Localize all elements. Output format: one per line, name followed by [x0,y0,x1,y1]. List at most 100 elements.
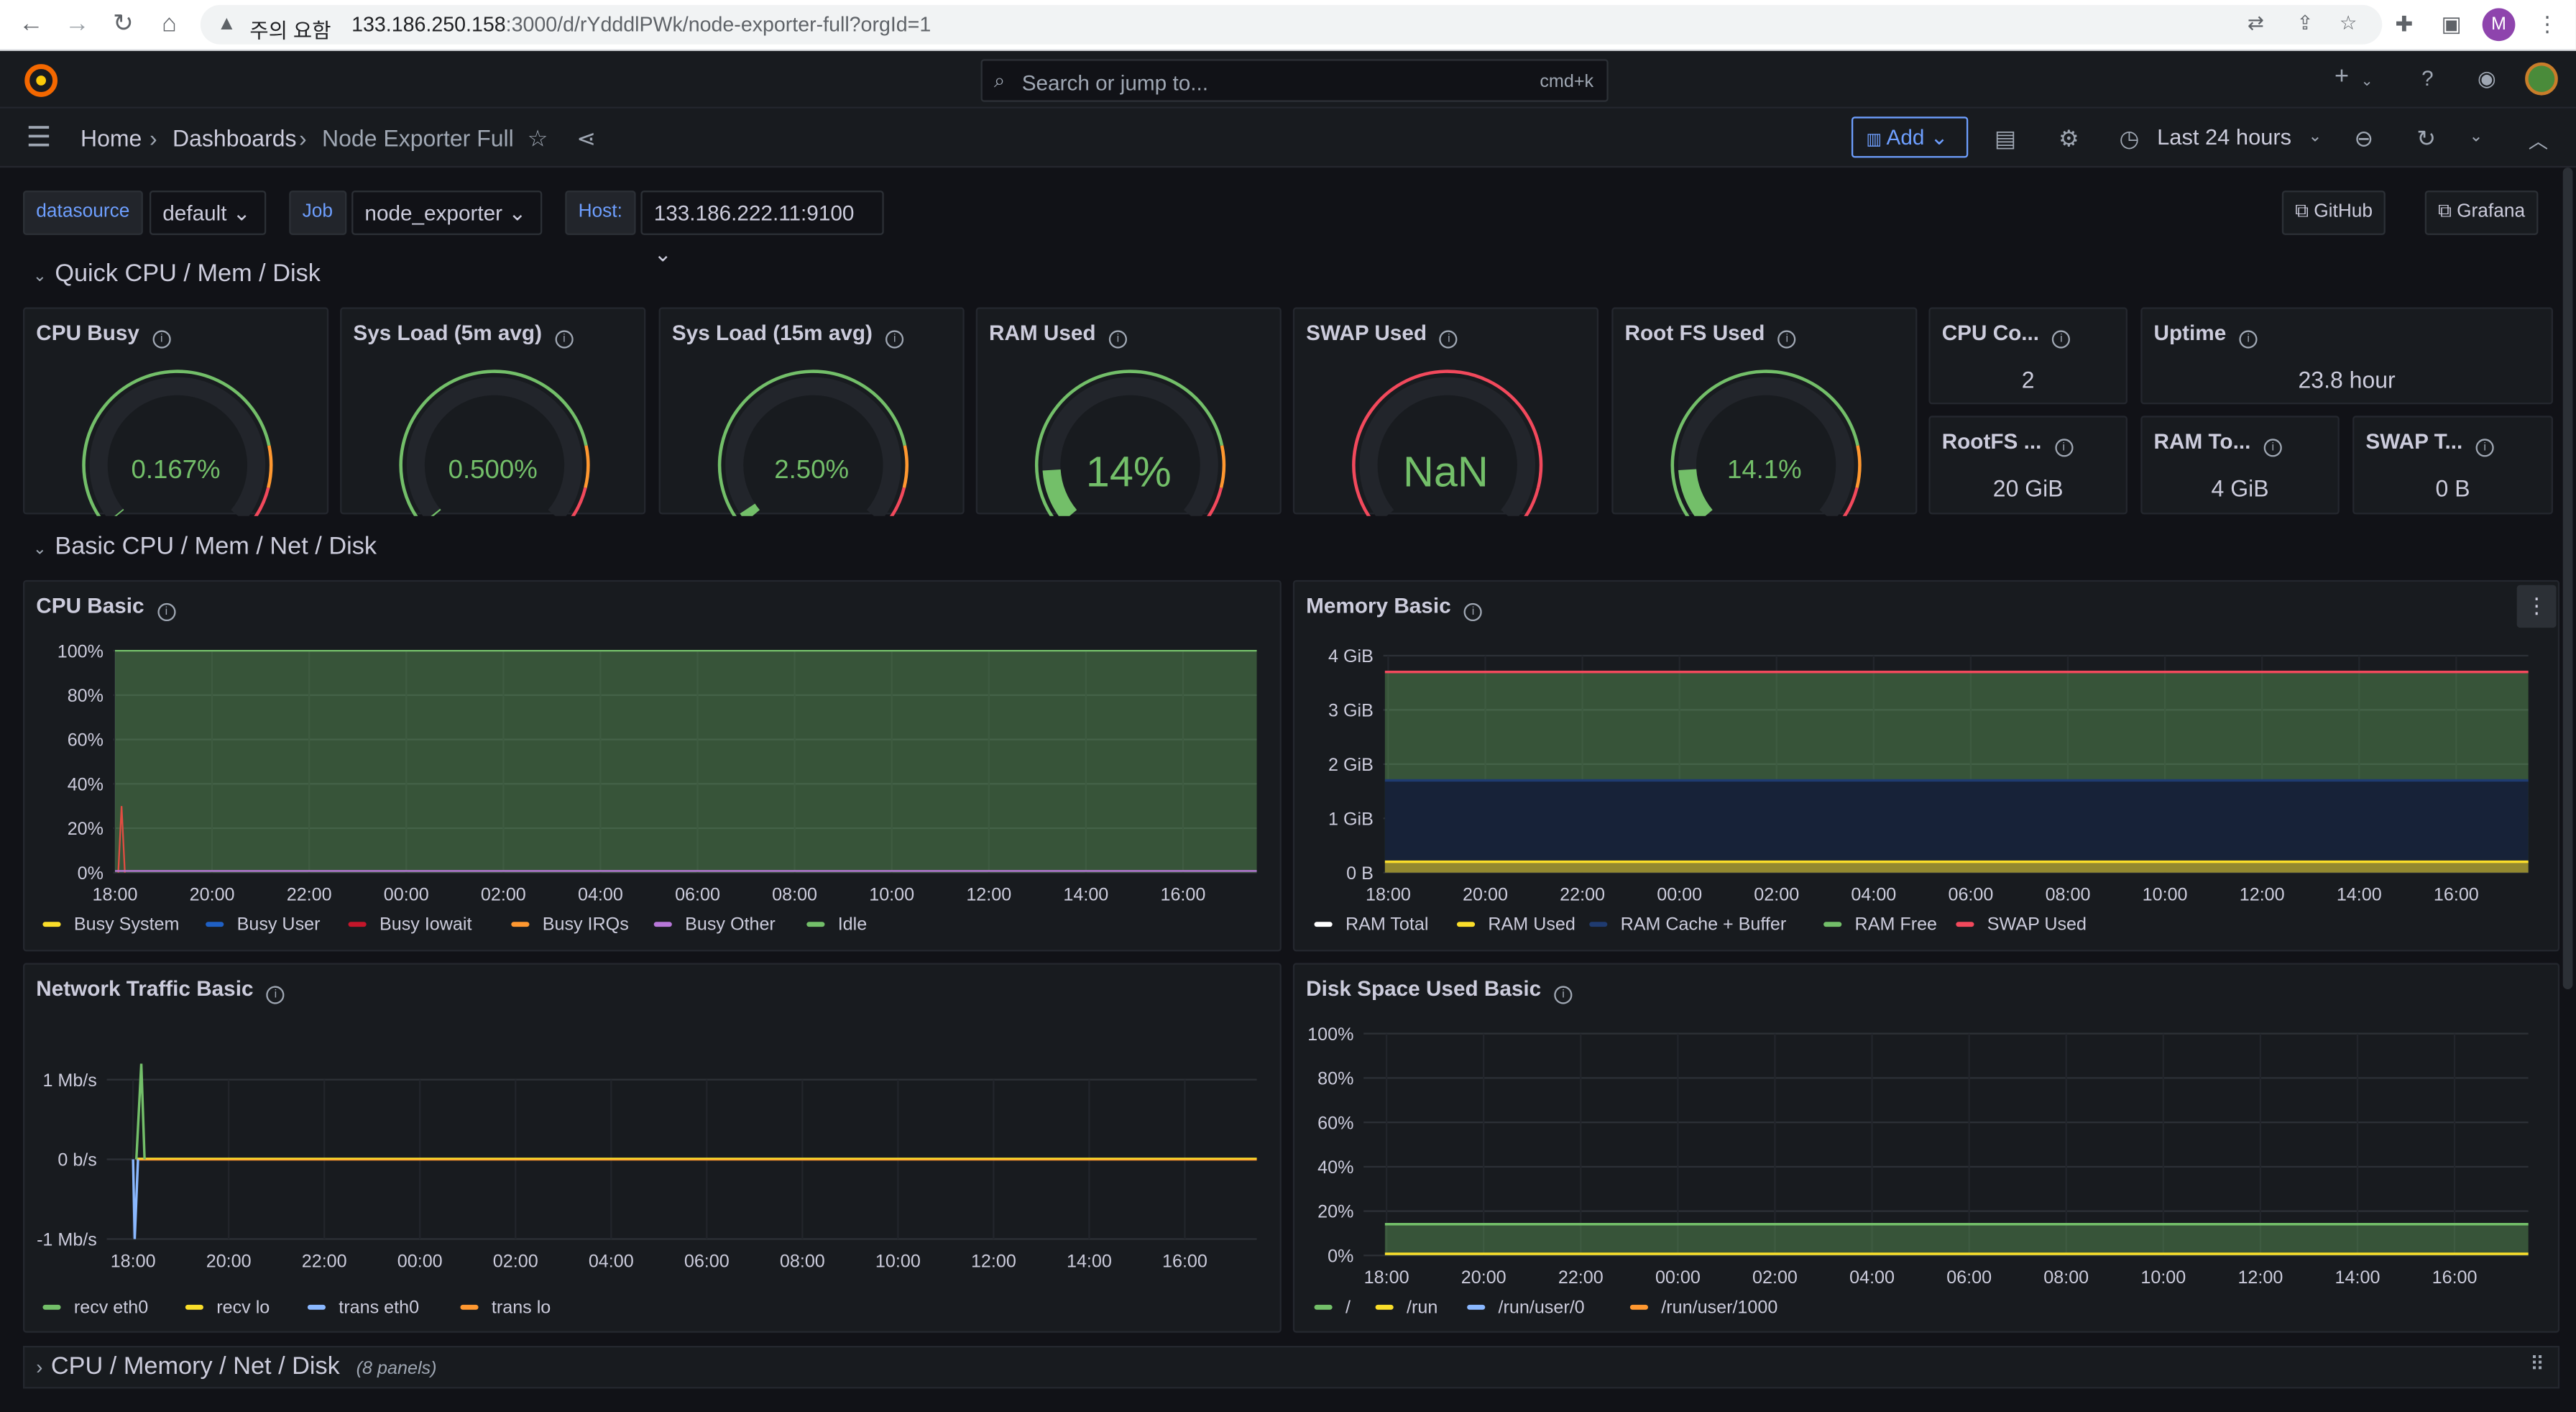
x-tick-label: 14:00 [1067,1251,1112,1271]
x-tick-label: 02:00 [493,1251,538,1271]
menu-hamburger-icon[interactable]: ☰ [26,122,52,153]
gauge-panel[interactable]: CPU Busy i 0.167% [22,307,329,516]
gauge-panel[interactable]: Sys Load (15m avg) i 2.50% [658,307,965,516]
gauge-panel[interactable]: RAM Used i 14% [975,307,1282,516]
gauge-threshold-ring [889,487,906,516]
panel-title: Root FS Used i [1625,321,1796,349]
refresh-interval-chevron-icon[interactable]: ⌄ [2469,128,2483,147]
time-range-picker[interactable]: Last 24 hours [2157,124,2292,150]
x-tick-label: 16:00 [2432,1267,2478,1288]
chevron-down-icon[interactable]: ⌄ [2360,72,2373,89]
legend-item: Busy Other [685,914,776,935]
favorite-star-icon[interactable]: ☆ [527,124,548,152]
stat-panel[interactable]: Uptime i 23.8 hour [2140,307,2553,405]
security-warning: 주의 요함 [249,19,331,43]
legend-item: Busy User [237,914,321,935]
sidepanel-icon[interactable]: ▣ [2441,11,2462,37]
github-link[interactable]: ⧉ GitHub [2281,191,2386,235]
x-tick-label: 20:00 [190,885,235,905]
refresh-icon[interactable]: ↻ [2416,124,2437,152]
search-input[interactable]: ⌕ Search or jump to... cmd+k [980,59,1609,102]
row-quick[interactable]: ⌄ Quick CPU / Mem / Disk [32,260,321,288]
breadcrumb-home[interactable]: Home [80,124,142,152]
legend-swatch [653,922,672,927]
page-scrollbar[interactable] [2562,168,2573,989]
disk-space-chart: 0% 20% 40% 60% 80% 100% 18:00 20:00 22:00 00:00 02… [1307,1024,2529,1317]
panel-title: CPU Co... i [1942,321,2071,349]
gauge-threshold-ring [1219,445,1226,488]
menu-kebab-icon[interactable]: ⋮ [2536,11,2558,37]
zoom-out-icon[interactable]: ⊖ [2354,124,2374,152]
translate-icon[interactable]: ⇄ [2247,11,2264,35]
stat-panel[interactable]: RAM To... i 4 GiB [2140,416,2340,515]
stat-panel[interactable]: CPU Co... i 2 [1928,307,2128,405]
x-tick-label: 04:00 [589,1251,634,1271]
info-icon: i [1777,330,1796,349]
help-icon[interactable]: ? [2421,65,2434,91]
legend-swatch [348,922,367,927]
reload-icon[interactable]: ↻ [113,9,134,38]
share-link-icon[interactable]: ⋖ [576,124,597,152]
url-text[interactable]: 133.186.250.158:3000/d/rYdddlPWk/node-ex… [351,13,932,37]
bookmark-star-icon[interactable]: ☆ [2339,11,2358,35]
variable-select-job[interactable]: node_exporter ⌄ [351,191,543,235]
forward-icon[interactable]: → [65,9,90,38]
gauge-panel[interactable]: SWAP Used i NaN [1292,307,1598,516]
drag-handle-icon[interactable]: ⠿ [2529,1352,2545,1376]
x-tick-label: 18:00 [1366,885,1411,905]
panel-title: RAM Used i [989,321,1128,349]
legend-item: recv lo [216,1297,270,1317]
panel-memory-basic[interactable]: Memory Basic i ⋮ 0 B 1 GiB 2 GiB 3 GiB 4 GiB 1… [1292,579,2560,952]
profile-avatar[interactable]: M [2482,8,2516,42]
info-icon: i [2052,330,2071,349]
variable-select-host[interactable]: 133.186.222.11:9100 ⌄ [640,191,884,266]
add-button[interactable]: ▥ Add ⌄ [1851,116,1969,158]
panel-disk-space-used-basic[interactable]: Disk Space Used Basic i 0% 20% 40% 60% 80% 100… [1292,963,2560,1333]
panel-title: Disk Space Used Basic i [1306,976,1573,1004]
save-icon[interactable]: ▤ [1994,124,2017,152]
y-tick-label: 1 Mb/s [42,1071,96,1091]
x-tick-label: 00:00 [1655,1267,1701,1288]
stat-panel[interactable]: RootFS ... i 20 GiB [1928,416,2128,515]
legend-item: RAM Used [1488,914,1575,935]
extensions-icon[interactable]: ✚ [2395,11,2414,37]
gauge-track [725,377,901,516]
info-icon: i [1440,330,1458,349]
x-tick-label: 08:00 [780,1251,825,1271]
share-icon[interactable]: ⇪ [2296,11,2314,35]
legend-swatch [1589,922,1608,927]
gauge-panel[interactable]: Sys Load (5m avg) i 0.500% [340,307,646,516]
browser-toolbar: ← → ↻ ⌂ ▲ 주의 요함 133.186.250.158:3000/d/r… [0,0,2576,51]
breadcrumb-dashboards[interactable]: Dashboards [172,124,297,152]
home-icon[interactable]: ⌂ [162,9,177,38]
panel-title: RootFS ... i [1942,429,2073,457]
panel-menu-kebab-icon[interactable]: ⋮ [2516,584,2557,628]
user-avatar[interactable] [2525,62,2558,96]
x-tick-label: 12:00 [966,885,1011,905]
panel-cpu-basic[interactable]: CPU Basic i 0% 20% 40% 60% 80% 100% 18:00 20:00 2… [22,579,1282,952]
gauge-threshold-ring [584,445,590,488]
address-bar[interactable]: ▲ 주의 요함 133.186.250.158:3000/d/rYdddlPWk… [200,4,2383,45]
grafana-link[interactable]: ⧉ Grafana [2424,191,2539,235]
gauge-track [1359,377,1535,516]
y-tick-label: 4 GiB [1328,646,1374,666]
settings-gear-icon[interactable]: ⚙ [2058,124,2079,152]
new-plus-icon[interactable]: + [2334,62,2350,91]
x-tick-label: 22:00 [302,1251,347,1271]
gauge-panel[interactable]: Root FS Used i 14.1% [1611,307,1918,516]
chevron-down-icon[interactable]: ⌄ [2308,128,2322,147]
gauge-threshold-ring [1352,370,1541,516]
stat-panel[interactable]: SWAP T... i 0 B [2352,416,2553,515]
panel-network-traffic-basic[interactable]: Network Traffic Basic i -1 Mb/s 0 b/s 1 Mb/… [22,963,1282,1333]
row-collapsed[interactable]: › CPU / Memory / Net / Disk (8 panels) [36,1352,437,1380]
back-icon[interactable]: ← [19,9,44,38]
variable-select-datasource[interactable]: default ⌄ [149,191,267,235]
collapse-chevron-up-icon[interactable]: ︿ [2528,129,2549,153]
grafana-logo-icon[interactable] [24,64,58,97]
y-tick-label: 0 B [1346,863,1374,884]
y-tick-label: 0% [78,863,104,884]
y-tick-label: 40% [1317,1157,1353,1178]
news-rss-icon[interactable]: ◉ [2477,65,2496,91]
row-basic[interactable]: ⌄ Basic CPU / Mem / Net / Disk [32,532,377,561]
gauge-track [406,377,583,516]
